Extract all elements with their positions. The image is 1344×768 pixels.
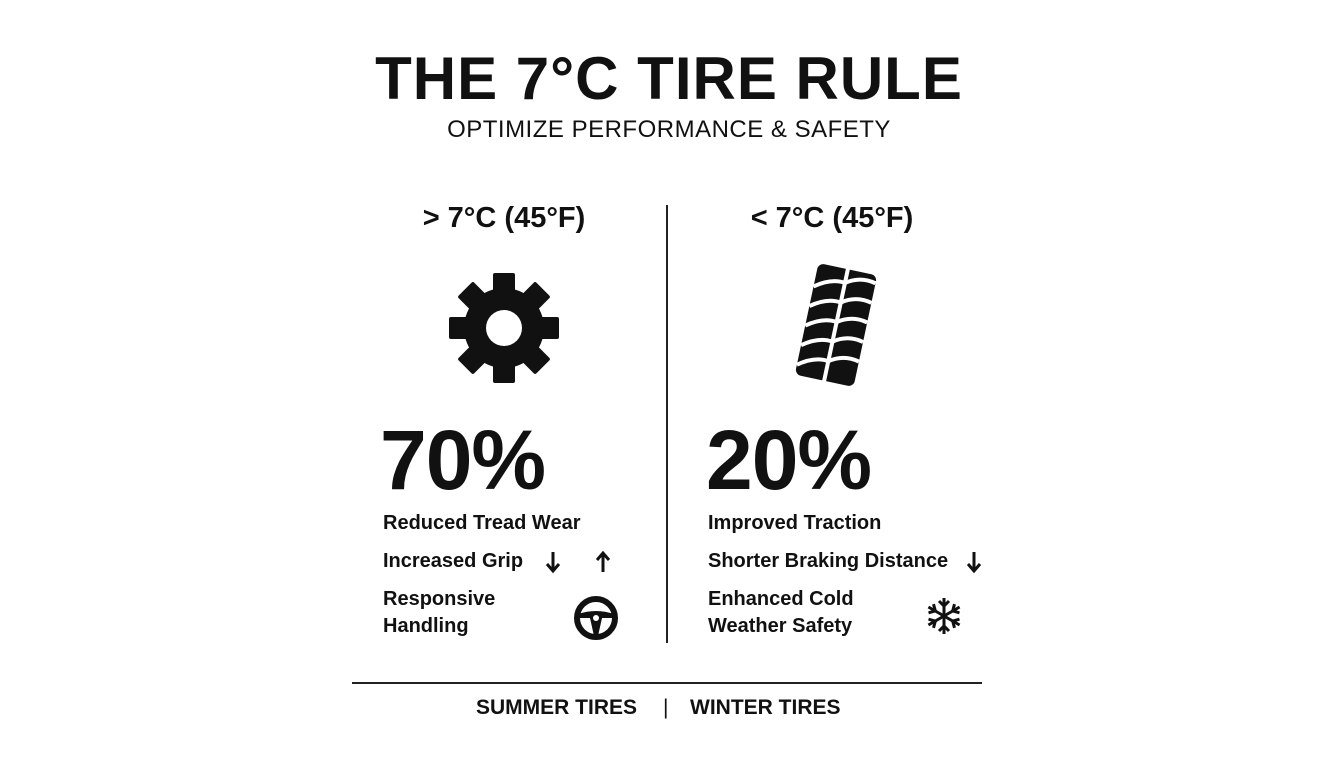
left-percent: 70% [380, 413, 546, 507]
left-item: Handling [383, 615, 469, 637]
arrow-down-icon [966, 552, 982, 574]
page-title: THE 7°C TIRE RULE [375, 45, 963, 112]
gear-icon [449, 273, 559, 383]
right-heading: < 7°C (45°F) [750, 202, 914, 234]
right-percent: 20% [706, 413, 872, 507]
right-item: Shorter Braking Distance [708, 550, 949, 572]
right-item: Weather Safety [708, 615, 853, 637]
page-subtitle: OPTIMIZE PERFORMANCE & SAFETY [447, 116, 891, 143]
right-item: Improved Traction [708, 512, 882, 534]
summer-tires-label: SUMMER TIRES [476, 696, 638, 719]
left-item: Increased Grip [383, 550, 524, 572]
snowflake-icon [927, 598, 961, 634]
arrow-down-icon [545, 552, 561, 574]
left-item: Reduced Tread Wear [383, 512, 581, 534]
arrow-up-icon [595, 550, 611, 572]
center-divider [666, 205, 668, 643]
left-item: Responsive [383, 588, 496, 610]
left-heading: > 7°C (45°F) [422, 202, 586, 234]
steering-wheel-icon [574, 596, 618, 640]
tire-tread-icon [795, 264, 877, 386]
winter-tires-label: WINTER TIRES [690, 696, 841, 719]
footer-separator: | [663, 696, 669, 719]
footer-divider [352, 682, 982, 684]
right-item: Enhanced Cold [708, 588, 854, 610]
